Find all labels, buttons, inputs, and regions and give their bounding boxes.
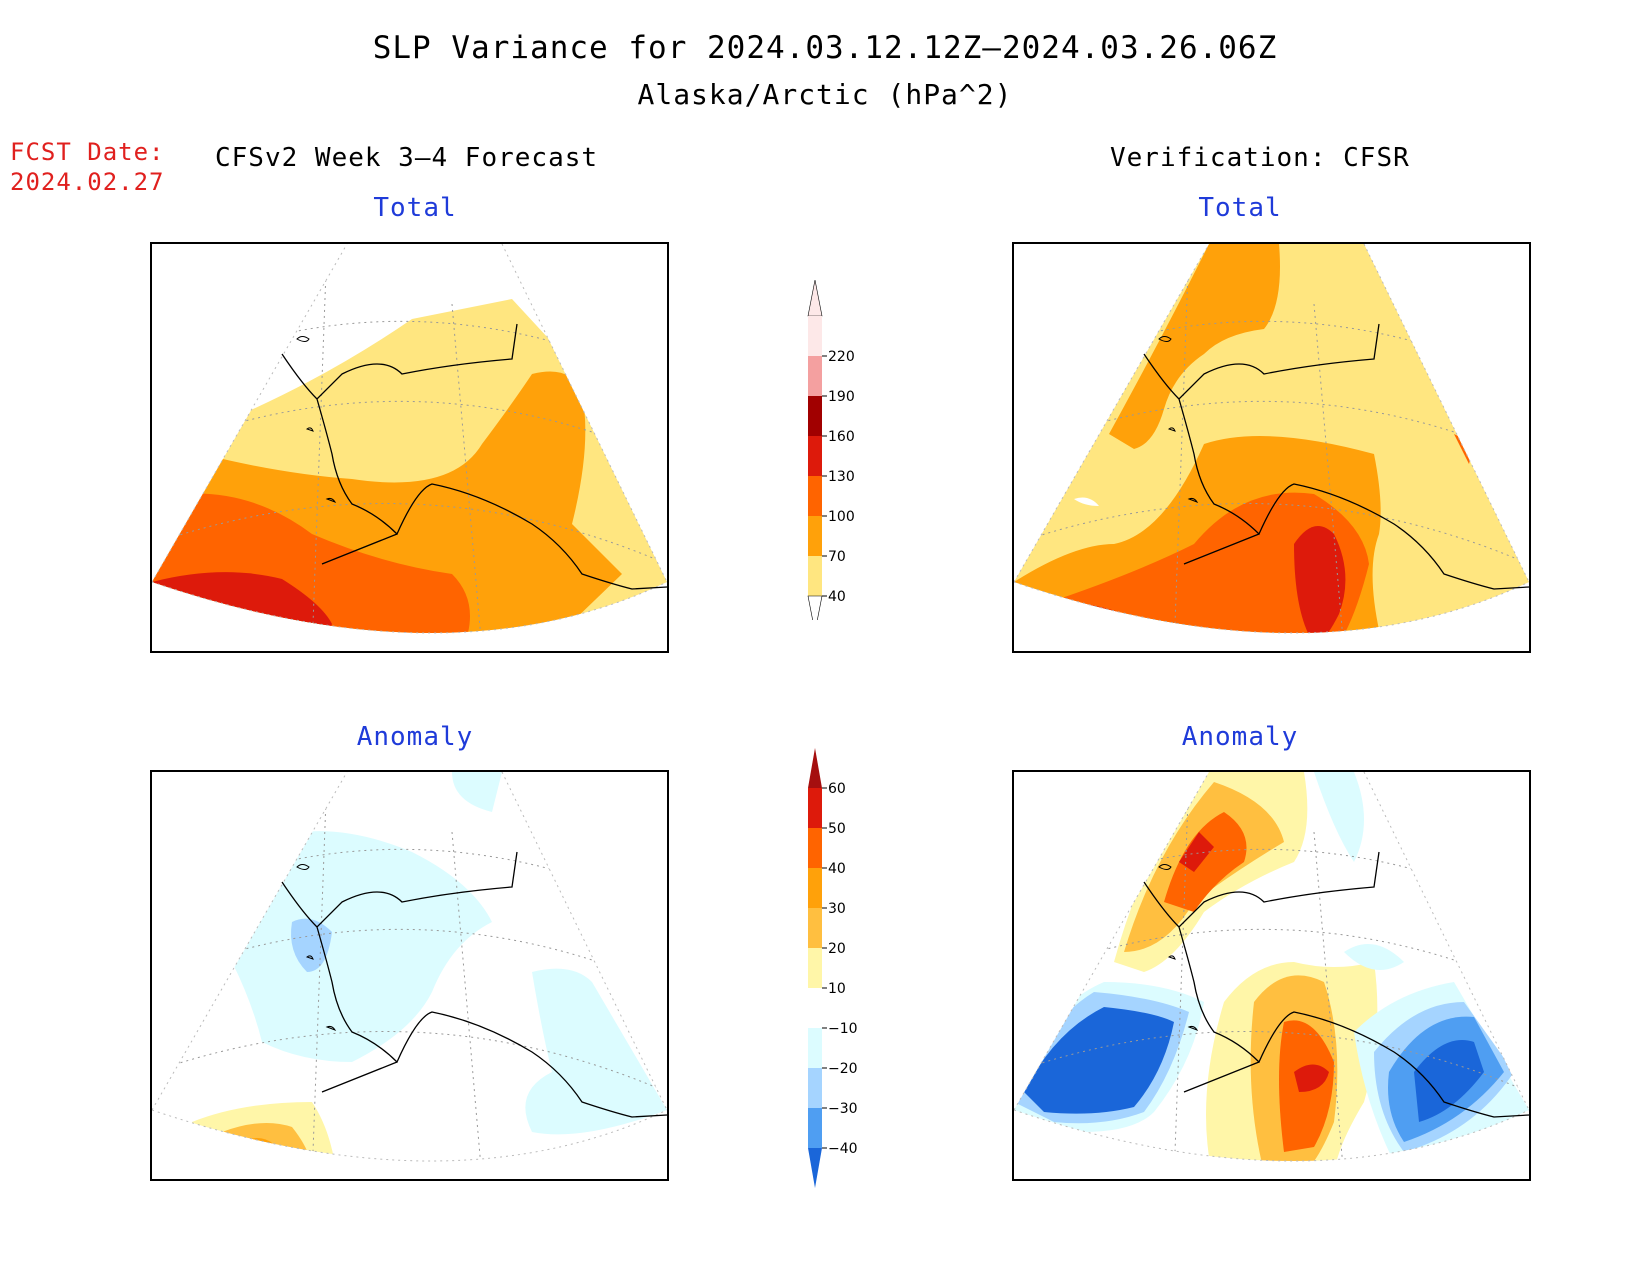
colorbar-swatch (808, 476, 822, 516)
colorbar-swatch (808, 436, 822, 476)
anomaly-colorbar: 60 50 40 30 20 10 −10 −20 −30 −40 (808, 748, 858, 1188)
total-colorbar: 40 70 100 130 160 190 220 (807, 280, 855, 620)
colorbar-swatch (808, 948, 822, 988)
colorbar-swatch (808, 988, 822, 1028)
colorbar-tick-label: −30 (828, 1101, 858, 1117)
colorbar-top-extension (807, 280, 823, 317)
colorbar-tick-label: −40 (828, 1141, 858, 1157)
fcst-date-label: FCST Date: (10, 138, 165, 166)
verification-anomaly-title: Anomaly (1181, 722, 1299, 752)
colorbar-swatch (808, 908, 822, 948)
forecast-total-title: Total (373, 193, 457, 223)
main-title: SLP Variance for 2024.03.12.12Z–2024.03.… (372, 30, 1278, 66)
colorbar-swatch (808, 316, 822, 356)
colorbar-tick-label: 160 (828, 429, 855, 445)
colorbar-tick-label: 130 (828, 469, 855, 485)
verification-anomaly-map (1012, 770, 1531, 1181)
colorbar-tick-label: 20 (828, 941, 846, 957)
colorbar-tick-label: 70 (828, 549, 846, 565)
forecast-total-map (150, 242, 669, 653)
verification-column-title: Verification: CFSR (1110, 143, 1410, 173)
colorbar-bottom-extension (808, 1148, 822, 1188)
main-subtitle: Alaska/Arctic (hPa^2) (637, 78, 1013, 111)
colorbar-tick-label: 220 (828, 349, 855, 365)
fcst-date-value: 2024.02.27 (10, 168, 165, 196)
colorbar-top-extension (808, 748, 822, 788)
colorbar-tick-label: 30 (828, 901, 846, 917)
verification-total-title: Total (1198, 193, 1282, 223)
forecast-anomaly-title: Anomaly (356, 722, 474, 752)
colorbar-swatch (808, 828, 822, 868)
colorbar-swatch (808, 516, 822, 556)
forecast-anomaly-map (150, 770, 669, 1181)
colorbar-tick-label: 60 (828, 781, 846, 797)
colorbar-swatch (808, 1068, 822, 1108)
colorbar-swatch (808, 396, 822, 436)
colorbar-tick-label: 190 (828, 389, 855, 405)
colorbar-swatch (808, 356, 822, 396)
colorbar-tick-label: 40 (828, 861, 846, 877)
forecast-column-title: CFSv2 Week 3–4 Forecast (215, 143, 599, 173)
colorbar-tick-label: 100 (828, 509, 855, 525)
colorbar-bottom-extension (807, 595, 823, 620)
colorbar-swatch (808, 788, 822, 828)
colorbar-swatch (808, 1028, 822, 1068)
colorbar-tick-label: 40 (828, 589, 846, 605)
fcst-date: FCST Date: 2024.02.27 (10, 137, 165, 197)
colorbar-tick-label: 10 (828, 981, 846, 997)
colorbar-swatch (808, 556, 822, 596)
colorbar-swatch (808, 868, 822, 908)
colorbar-tick-label: 50 (828, 821, 846, 837)
colorbar-tick-label: −10 (828, 1021, 858, 1037)
colorbar-swatch (808, 1108, 822, 1148)
verification-total-map (1012, 242, 1531, 653)
colorbar-tick-label: −20 (828, 1061, 858, 1077)
